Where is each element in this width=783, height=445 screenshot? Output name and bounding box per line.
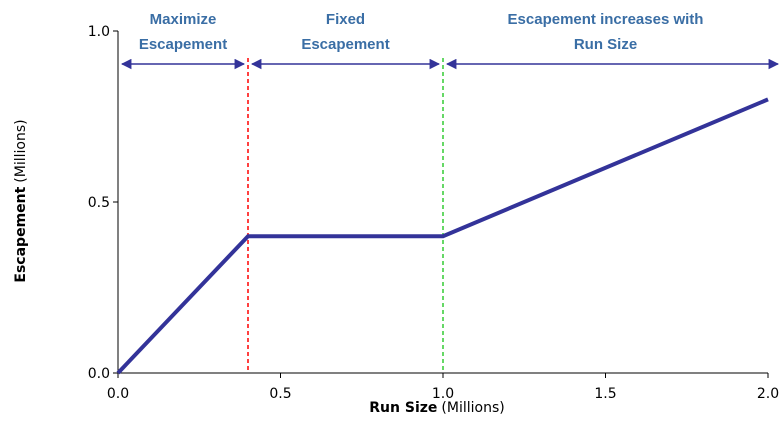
x-tick-label: 0.5 <box>269 386 291 402</box>
region-label-line1: Fixed <box>326 11 365 28</box>
y-axis-title-bold: Escapement <box>13 186 29 282</box>
x-axis-title-unit: (Millions) <box>441 400 504 416</box>
region-annotations: Maximize Escapement Fixed Escapement Escapem… <box>120 11 780 70</box>
y-axis-title-unit: (Millions) <box>13 119 29 182</box>
series-lines <box>116 97 769 375</box>
y-axis-title: Escapement (Millions) <box>13 119 29 282</box>
region-label-line2: Escapement <box>139 36 227 53</box>
y-tick-label: 1.0 <box>88 24 110 40</box>
series-line <box>116 97 769 375</box>
region-label-line1: Maximize <box>150 11 217 28</box>
x-tick-label: 1.0 <box>432 386 454 402</box>
x-tick-label: 0.0 <box>107 386 129 402</box>
x-tick-label: 1.5 <box>594 386 616 402</box>
region-label-line2: Run Size <box>574 36 637 53</box>
region-label-line2: Escapement <box>301 36 389 53</box>
y-tick-label: 0.5 <box>88 195 110 211</box>
x-tick-label: 2.0 <box>757 386 779 402</box>
x-axis-title-bold: Run Size <box>369 400 437 416</box>
x-axis-title: Run Size (Millions) <box>369 400 504 416</box>
y-tick-label: 0.0 <box>88 366 110 382</box>
region-label-line1: Escapement increases with <box>508 11 704 28</box>
threshold-lines <box>247 58 444 373</box>
tick-labels: 0.0 0.5 1.0 1.5 2.0 0.0 0.5 1.0 <box>88 24 779 402</box>
